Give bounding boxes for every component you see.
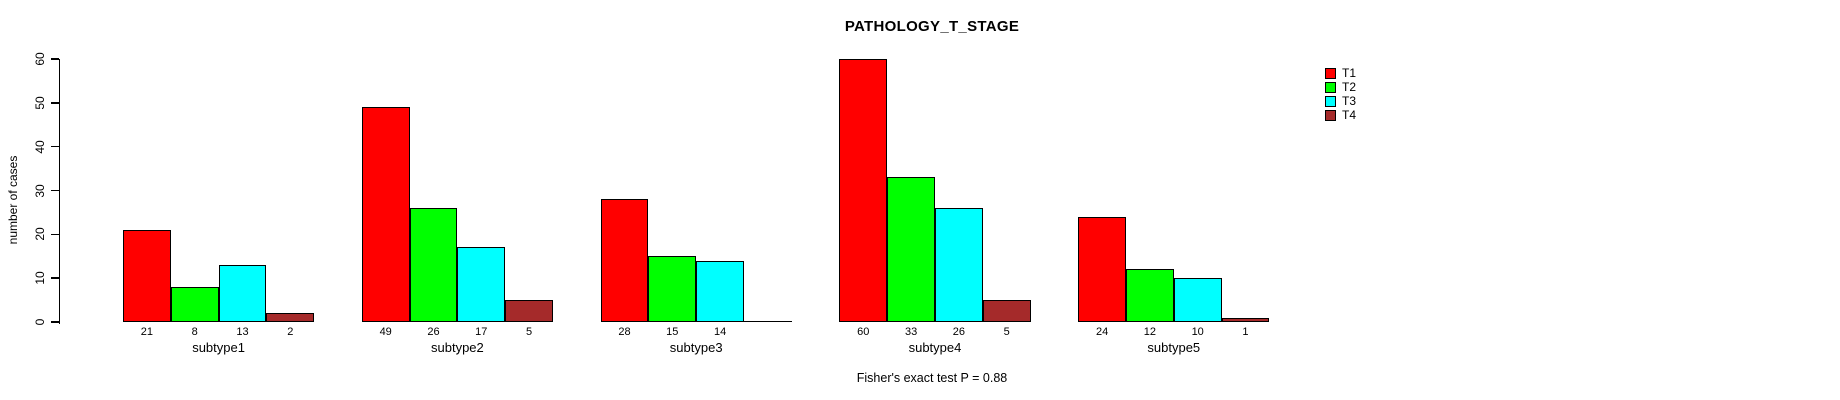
- legend-item-t1: T1: [1325, 66, 1356, 80]
- bar-value-label: 12: [1143, 326, 1157, 338]
- legend-item-t3: T3: [1325, 94, 1356, 108]
- bar-value-label: 15: [666, 326, 679, 338]
- y-tick-label: 50: [33, 96, 47, 110]
- bar-value-label: 49: [379, 326, 392, 338]
- bar-t1-subtype1: [123, 229, 171, 322]
- bar-t3-subtype2: [457, 247, 506, 322]
- legend-label-t2: T2: [1342, 80, 1357, 94]
- bar-t4-subtype5: [1221, 317, 1270, 322]
- bar-value-label: 28: [618, 326, 631, 338]
- bar-value-label: 5: [526, 326, 533, 338]
- y-axis-tick: [50, 189, 59, 192]
- bar-value-label: 13: [236, 326, 249, 338]
- bar-t2-subtype5: [1126, 269, 1174, 322]
- bar-t4-subtype4: [982, 300, 1031, 322]
- bar-t4-subtype3: [744, 320, 792, 322]
- bar-value-label: 21: [140, 326, 154, 338]
- bar-value-label: 24: [1095, 326, 1109, 338]
- y-tick-label: 30: [33, 183, 47, 198]
- bar-t1-subtype5: [1078, 216, 1126, 322]
- bar-value-label: 1: [1242, 326, 1249, 338]
- bar-value-label: 26: [952, 326, 966, 338]
- y-axis-tick: [50, 58, 59, 60]
- legend-swatch-t3: [1325, 95, 1336, 107]
- y-axis-tick: [50, 145, 59, 148]
- bar-t2-subtype1: [170, 286, 219, 322]
- bar-value-label: 14: [713, 326, 727, 338]
- legend-label-t3: T3: [1342, 94, 1357, 108]
- legend-label-t4: T4: [1342, 108, 1357, 122]
- category-label-subtype5: subtype5: [1147, 340, 1201, 355]
- y-axis-tick: [50, 102, 59, 104]
- category-label-subtype2: subtype2: [431, 340, 484, 355]
- category-label-subtype3: subtype3: [669, 340, 723, 355]
- y-tick-label: 20: [33, 227, 47, 242]
- bar-t3-subtype3: [696, 260, 744, 322]
- legend-swatch-t4: [1325, 109, 1336, 121]
- bar-t3-subtype1: [218, 265, 267, 322]
- legend-label-t1: T1: [1342, 66, 1357, 80]
- bar-t1-subtype2: [361, 107, 410, 322]
- category-label-subtype1: subtype1: [192, 340, 245, 355]
- bar-t2-subtype2: [409, 208, 458, 322]
- y-tick-label: 40: [33, 139, 47, 154]
- bar-t1-subtype4: [839, 59, 888, 322]
- y-axis-line: [58, 59, 60, 324]
- y-axis-label: number of cases: [6, 155, 20, 245]
- bar-value-label: 2: [287, 326, 294, 338]
- y-axis-tick: [50, 277, 59, 279]
- legend-item-t2: T2: [1325, 80, 1356, 94]
- y-tick-label: 10: [33, 271, 47, 285]
- legend-item-t4: T4: [1325, 108, 1356, 122]
- bar-t2-subtype3: [648, 256, 697, 322]
- category-label-subtype4: subtype4: [908, 340, 962, 355]
- bar-t3-subtype4: [935, 208, 983, 322]
- bar-t4-subtype1: [266, 313, 315, 322]
- legend-swatch-t1: [1325, 67, 1336, 79]
- bar-value-label: 17: [475, 326, 488, 338]
- bar-value-label: 8: [191, 326, 198, 338]
- bar-t3-subtype5: [1173, 278, 1222, 322]
- bar-t2-subtype4: [887, 177, 935, 322]
- annotation-fisher-test: Fisher's exact test P = 0.88: [856, 371, 1008, 385]
- bar-value-label: 10: [1191, 326, 1204, 338]
- y-axis-tick: [50, 321, 59, 323]
- chart-title: PATHOLOGY_T_STAGE: [844, 18, 1020, 35]
- bar-t1-subtype3: [600, 199, 649, 322]
- bar-value-label: 33: [904, 326, 918, 338]
- y-axis-tick: [50, 233, 59, 236]
- y-tick-label: 0: [33, 318, 47, 326]
- bar-value-label: 26: [427, 326, 440, 338]
- bar-t4-subtype2: [505, 300, 553, 322]
- legend-swatch-t2: [1325, 81, 1336, 93]
- y-tick-label: 60: [33, 52, 47, 66]
- legend: T1 T2 T3 T4: [1325, 66, 1356, 122]
- bar-value-label: 5: [1003, 326, 1010, 338]
- bar-value-label: 60: [857, 326, 870, 338]
